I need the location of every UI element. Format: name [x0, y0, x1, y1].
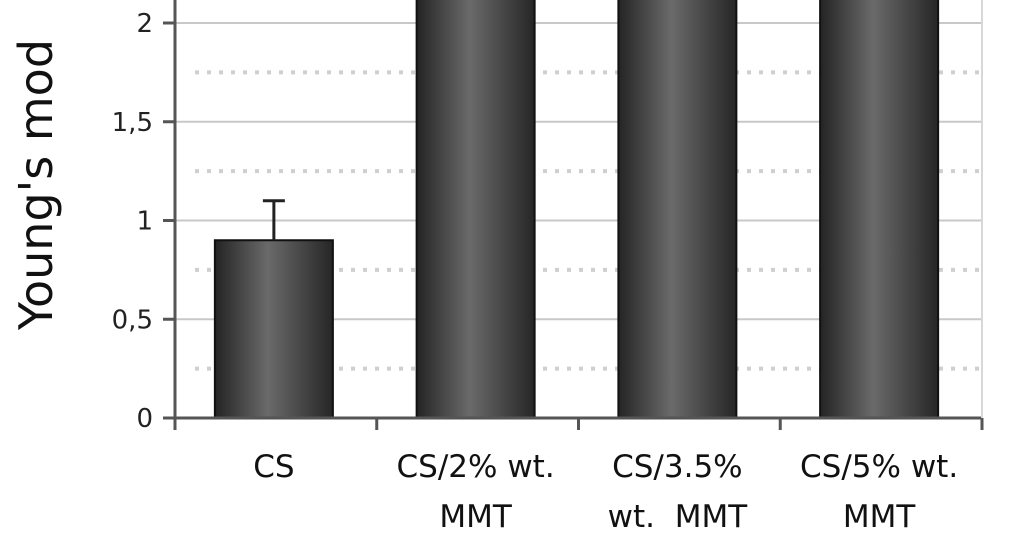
bar-0: [213, 239, 334, 419]
category-label-2-0: CS/3.5%: [612, 449, 743, 485]
y-tick-label-3: 1,5: [112, 108, 153, 138]
axes: [163, 0, 984, 430]
y-tick-labels: 0 0,5 1 1,5 2: [112, 9, 153, 434]
bar-3: [819, 0, 940, 419]
category-labels: CS CS/2% wt. MMT CS/3.5% wt. MMT CS/5% wt. MMT: [253, 449, 958, 535]
bar-2: [617, 0, 738, 419]
category-label-3-0: CS/5% wt.: [800, 449, 958, 485]
y-tick-label-4: 2: [136, 9, 153, 39]
y-tick-label-0: 0: [136, 404, 153, 434]
category-label-1-0: CS/2% wt.: [397, 449, 555, 485]
category-label-2-1: wt. MMT: [608, 499, 749, 535]
category-label-3-1: MMT: [843, 499, 916, 535]
category-label-0-0: CS: [253, 449, 294, 485]
y-tick-label-1: 0,5: [112, 305, 153, 335]
y-axis-label: Young's mod: [9, 39, 63, 331]
y-tick-label-2: 1: [136, 207, 153, 237]
bars: [213, 0, 940, 419]
bar-1: [415, 0, 536, 419]
category-label-1-1: MMT: [439, 499, 512, 535]
